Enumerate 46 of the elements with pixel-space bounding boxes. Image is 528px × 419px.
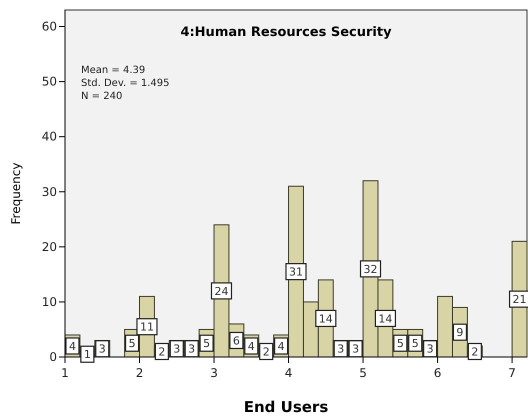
data-label: 3 [426, 342, 434, 356]
y-axis-title: Frequency [9, 162, 23, 224]
annotation: N = 240 [81, 91, 122, 102]
data-label: 5 [203, 337, 210, 350]
y-tick-label: 40 [42, 130, 57, 144]
x-tick-label: 1 [61, 366, 69, 380]
y-tick-label: 0 [49, 350, 57, 364]
data-label: 2 [471, 345, 478, 358]
data-label: 3 [337, 342, 344, 356]
x-tick-label: 7 [508, 366, 516, 380]
x-axis-title: End Users [244, 398, 328, 416]
y-tick-label: 10 [42, 294, 57, 309]
data-label: 9 [456, 326, 464, 340]
data-label: 2 [262, 345, 270, 358]
data-label: 31 [289, 266, 303, 279]
data-label: 21 [512, 293, 527, 306]
data-label: 32 [364, 262, 378, 276]
x-tick-label: 2 [136, 366, 144, 380]
x-tick-label: 4 [284, 366, 292, 380]
data-label: 3 [188, 342, 196, 356]
y-tick-label: 30 [42, 184, 57, 199]
data-label: 1 [84, 348, 91, 362]
data-label: 3 [98, 342, 106, 356]
data-label: 4 [278, 340, 285, 353]
data-label: 14 [318, 312, 333, 326]
data-label: 3 [173, 342, 180, 356]
data-label: 11 [140, 320, 154, 334]
x-tick-label: 3 [210, 366, 218, 380]
data-label: 3 [352, 342, 360, 356]
y-tick-label: 20 [42, 240, 57, 254]
y-tick-label: 50 [42, 74, 57, 89]
data-label: 4 [248, 340, 255, 353]
data-label: 5 [412, 337, 419, 350]
data-label: 5 [396, 337, 404, 350]
x-tick-label: 5 [359, 366, 367, 380]
x-tick-label: 6 [434, 366, 442, 380]
data-label: 14 [378, 312, 392, 326]
data-label: 4 [68, 340, 76, 353]
text: 4:Human Resources Security [180, 25, 392, 40]
annotation: Mean = 4.39 [81, 65, 146, 76]
data-label: 6 [232, 334, 240, 348]
annotation: Std. Dev. = 1.495 [81, 78, 170, 89]
data-label: 5 [128, 337, 136, 350]
data-label: 24 [214, 284, 228, 298]
data-label: 2 [158, 345, 166, 358]
y-tick-label: 60 [42, 20, 57, 34]
